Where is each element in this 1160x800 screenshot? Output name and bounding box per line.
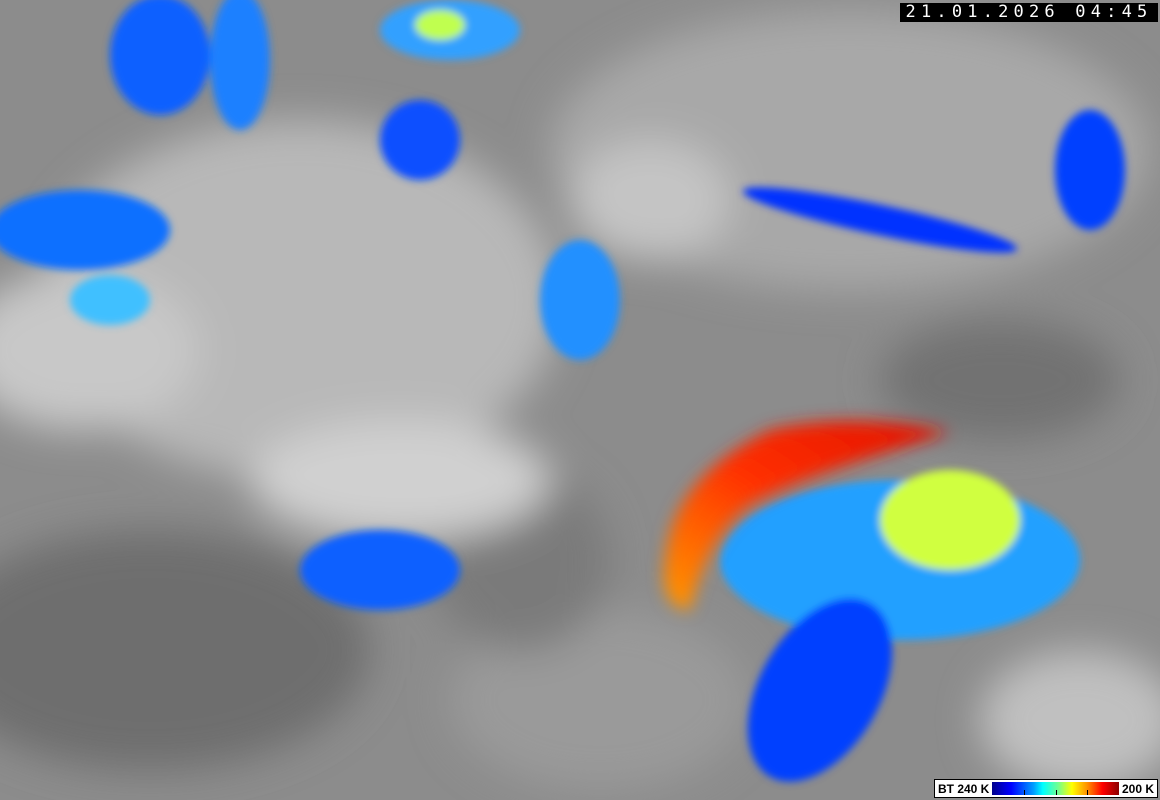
grey-cloud-field (0, 10, 1160, 790)
timestamp-label: 21.01.2026 04:45 (900, 3, 1158, 22)
temperature-legend: BT 240 K 200 K (934, 779, 1158, 798)
legend-color-bar (992, 782, 1119, 795)
cold-cloud-tops (0, 0, 1125, 782)
legend-min-label: BT 240 K (938, 781, 990, 796)
legend-tick (1087, 790, 1089, 795)
cold-cloud-band (663, 420, 950, 610)
legend-tick (1055, 790, 1057, 795)
legend-max-label: 200 K (1121, 781, 1154, 796)
legend-tick (1024, 790, 1025, 795)
